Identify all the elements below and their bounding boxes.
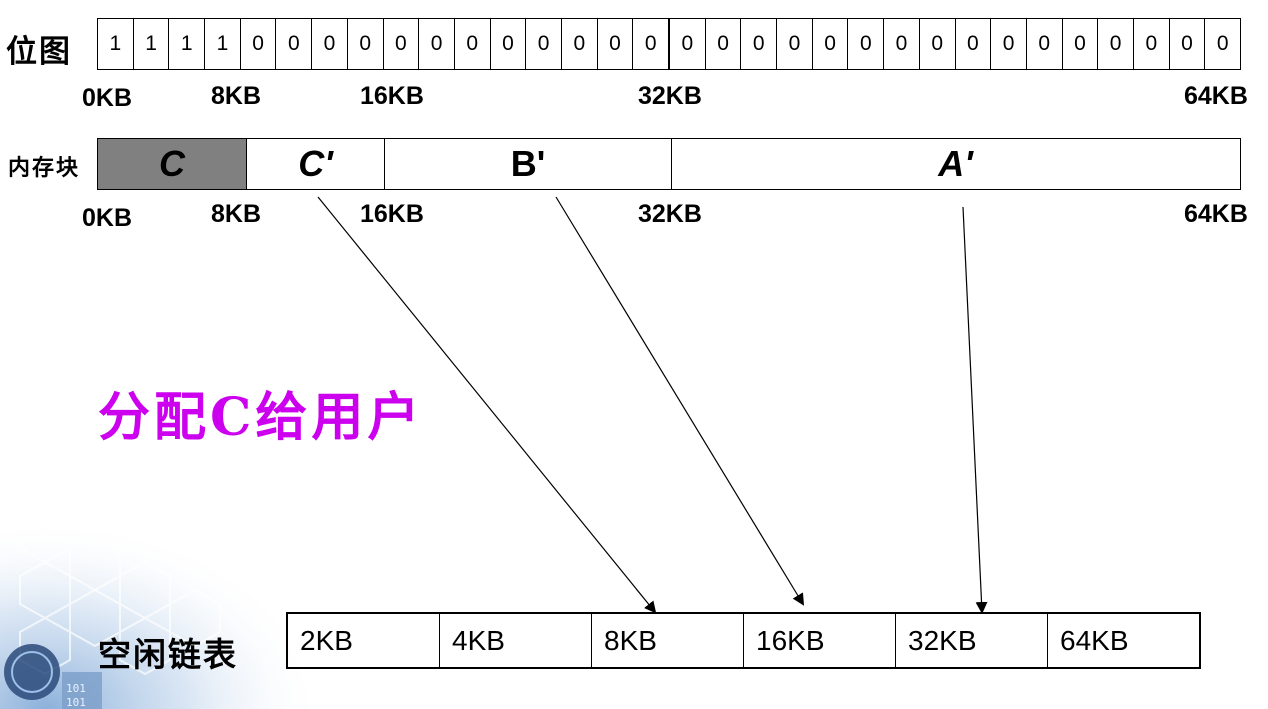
- bitmap-bit: 0: [348, 19, 384, 69]
- bitmap-tick-16kb: 16KB: [360, 82, 424, 110]
- bitmap-tick-32kb: 32KB: [638, 82, 702, 110]
- freelist-cell: 4KB: [440, 614, 592, 667]
- freelist-label: 空闲链表: [98, 635, 238, 674]
- bitmap-bit: 0: [777, 19, 813, 69]
- bitmap-bit: 1: [205, 19, 241, 69]
- freelist-table: 2KB 4KB 8KB 16KB 32KB 64KB: [286, 612, 1201, 669]
- bitmap-bit: 0: [419, 19, 455, 69]
- memory-tick-16kb: 16KB: [360, 200, 424, 228]
- block-c-prime: C': [247, 139, 385, 189]
- bitmap-bit: 0: [1170, 19, 1206, 69]
- bitmap-bit: 0: [1063, 19, 1099, 69]
- bitmap-bit: 0: [920, 19, 956, 69]
- bitmap-bit: 0: [491, 19, 527, 69]
- bitmap-bit: 0: [741, 19, 778, 69]
- memory-tick-8kb: 8KB: [211, 200, 262, 228]
- bitmap-bit: 0: [1027, 19, 1063, 69]
- bitmap-bit: 0: [598, 19, 634, 69]
- freelist-cell: 16KB: [744, 614, 896, 667]
- bitmap-bit: 0: [1098, 19, 1134, 69]
- bitmap-bit: 0: [241, 19, 277, 69]
- freelist-cell: 2KB: [288, 614, 440, 667]
- bitmap-bit: 0: [706, 19, 742, 69]
- bitmap-bit: 0: [455, 19, 491, 69]
- allocation-note: 分配C给用户: [98, 387, 424, 448]
- memory-tick-64kb: 64KB: [1184, 200, 1248, 228]
- freelist-cell: 64KB: [1060, 624, 1129, 656]
- bitmap-bit: 1: [169, 19, 206, 69]
- bitmap-label: 位图: [6, 34, 72, 70]
- bitmap-bit: 0: [670, 19, 706, 69]
- bitmap-bit: 0: [633, 19, 670, 69]
- block-a-prime: A': [938, 143, 973, 184]
- bitmap-bit: 0: [1216, 32, 1229, 55]
- bitmap-bit: 0: [813, 19, 849, 69]
- bitmap-bit: 0: [384, 19, 420, 69]
- bitmap-bit: 0: [562, 19, 598, 69]
- block-c: C: [98, 139, 247, 189]
- bitmap-bit: 0: [526, 19, 562, 69]
- bitmap-tick-0kb: 0KB: [82, 84, 133, 112]
- bitmap-bit: 1: [134, 19, 170, 69]
- memory-label: 内存块: [8, 155, 81, 181]
- svg-text:101: 101: [66, 682, 86, 695]
- svg-text:101: 101: [66, 696, 86, 709]
- bitmap-bit: 0: [956, 19, 992, 69]
- memory-tick-32kb: 32KB: [638, 200, 702, 228]
- freelist-cell: 32KB: [896, 614, 1048, 667]
- bitmap-tick-64kb: 64KB: [1184, 82, 1248, 110]
- freelist-cell: 8KB: [592, 614, 744, 667]
- bitmap-bit: 0: [312, 19, 348, 69]
- bitmap-bit: 0: [1134, 19, 1170, 69]
- bitmap-bit: 1: [98, 19, 134, 69]
- bitmap-bit: 0: [991, 19, 1027, 69]
- memory-blocks: C C' B' A': [97, 138, 1241, 190]
- bitmap-tick-8kb: 8KB: [211, 82, 262, 110]
- bitmap-bit: 0: [884, 19, 920, 69]
- memory-tick-0kb: 0KB: [82, 204, 133, 232]
- bitmap-bit: 0: [848, 19, 885, 69]
- block-b-prime: B': [385, 139, 672, 189]
- bitmap-bit: 0: [276, 19, 313, 69]
